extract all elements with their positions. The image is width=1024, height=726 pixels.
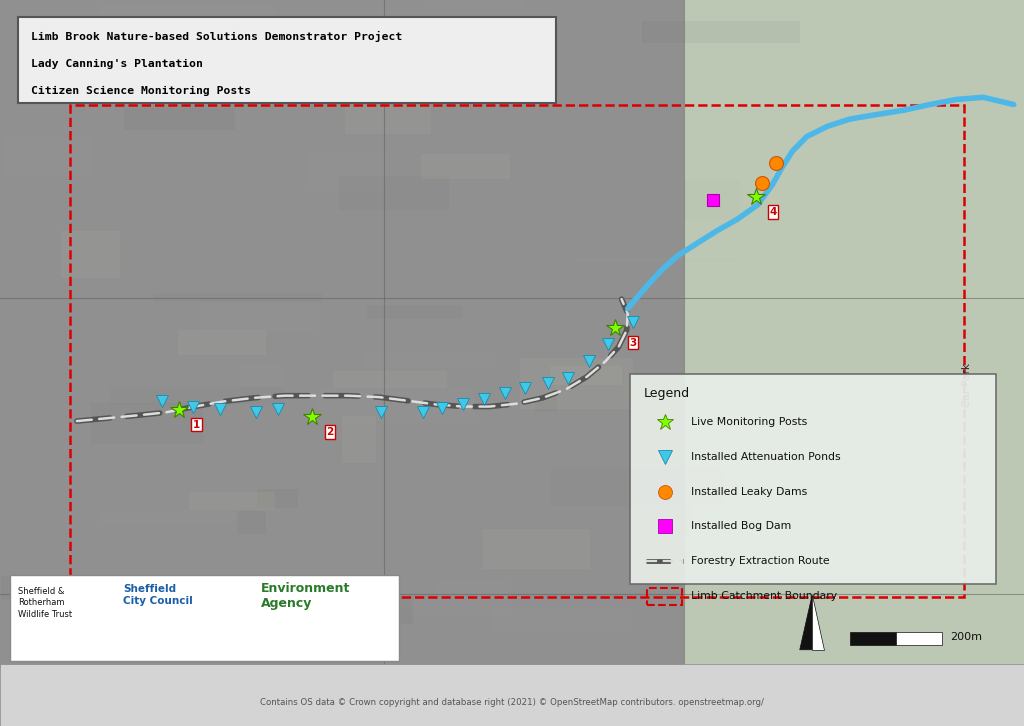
Bar <box>98 4 274 25</box>
Bar <box>438 579 511 616</box>
Bar <box>317 387 474 422</box>
Text: Environment
Agency: Environment Agency <box>261 582 350 611</box>
Bar <box>535 396 557 412</box>
Bar <box>424 0 524 8</box>
Text: 4: 4 <box>769 207 777 217</box>
Polygon shape <box>812 595 824 650</box>
Text: Citizen Science Monitoring Posts: Citizen Science Monitoring Posts <box>31 86 251 97</box>
Bar <box>334 370 446 388</box>
Bar <box>326 8 362 37</box>
Bar <box>550 366 622 385</box>
Bar <box>110 388 285 405</box>
Bar <box>189 492 274 510</box>
Bar <box>605 499 692 531</box>
Bar <box>492 609 633 634</box>
Bar <box>342 415 377 463</box>
Text: Live Monitoring Posts: Live Monitoring Posts <box>691 417 808 427</box>
Text: Car Park: Car Park <box>962 363 972 407</box>
Bar <box>308 597 413 624</box>
Bar <box>176 600 259 604</box>
Bar <box>850 632 896 645</box>
Bar <box>51 118 137 151</box>
Bar <box>1 576 135 600</box>
Bar <box>642 20 800 43</box>
Bar <box>345 105 431 134</box>
Text: Lady Canning's Plantation: Lady Canning's Plantation <box>31 59 203 69</box>
Bar <box>0 664 1024 726</box>
Bar <box>383 512 529 550</box>
Bar <box>61 231 121 278</box>
Bar <box>520 358 633 409</box>
Bar <box>95 590 201 606</box>
Bar <box>896 632 942 645</box>
Bar <box>10 575 399 661</box>
Bar <box>178 330 266 355</box>
Bar <box>154 293 322 302</box>
Text: 1: 1 <box>193 420 201 430</box>
Bar <box>346 86 436 94</box>
Bar <box>241 363 282 388</box>
Bar <box>305 151 388 191</box>
Bar <box>364 354 495 367</box>
Bar <box>257 489 298 508</box>
Bar <box>98 510 234 525</box>
Bar <box>591 179 740 220</box>
Bar <box>339 176 450 211</box>
Bar <box>684 0 1024 668</box>
Bar <box>230 20 287 53</box>
Text: Installed Attenuation Ponds: Installed Attenuation Ponds <box>691 452 841 462</box>
Text: 3: 3 <box>629 338 637 348</box>
Bar <box>482 529 590 568</box>
Text: 200m: 200m <box>950 632 982 643</box>
Bar <box>647 588 682 605</box>
Text: Contains OS data © Crown copyright and database right (2021) © OpenStreetMap con: Contains OS data © Crown copyright and d… <box>260 698 764 706</box>
Bar <box>367 305 462 319</box>
Text: Limb Catchment Boundary: Limb Catchment Boundary <box>691 591 838 601</box>
Bar <box>577 258 738 262</box>
Text: Limb Brook Nature-based Solutions Demonstrator Project: Limb Brook Nature-based Solutions Demons… <box>31 30 402 42</box>
Text: Installed Leaky Dams: Installed Leaky Dams <box>691 486 808 497</box>
Bar <box>70 105 964 597</box>
Text: Sheffield
City Council: Sheffield City Council <box>123 584 193 606</box>
Bar <box>367 600 436 613</box>
Bar <box>200 301 318 331</box>
Bar <box>630 374 996 584</box>
Bar <box>433 266 573 272</box>
Bar <box>187 129 206 133</box>
Text: Installed Bog Dam: Installed Bog Dam <box>691 521 792 531</box>
Bar <box>238 511 265 534</box>
Bar <box>18 17 556 103</box>
Bar <box>0 0 684 668</box>
Text: 2: 2 <box>326 427 334 437</box>
Polygon shape <box>800 595 812 650</box>
Bar <box>4 138 92 176</box>
Bar <box>124 108 236 130</box>
Bar <box>228 439 291 449</box>
Bar <box>551 469 724 505</box>
Bar <box>89 403 203 444</box>
Bar <box>354 599 381 635</box>
Text: Legend: Legend <box>644 387 690 400</box>
Bar <box>421 154 510 179</box>
Bar <box>137 52 292 60</box>
Text: Sheffield &
Rotherham
Wildlife Trust: Sheffield & Rotherham Wildlife Trust <box>18 587 73 619</box>
Text: Forestry Extraction Route: Forestry Extraction Route <box>691 556 829 566</box>
